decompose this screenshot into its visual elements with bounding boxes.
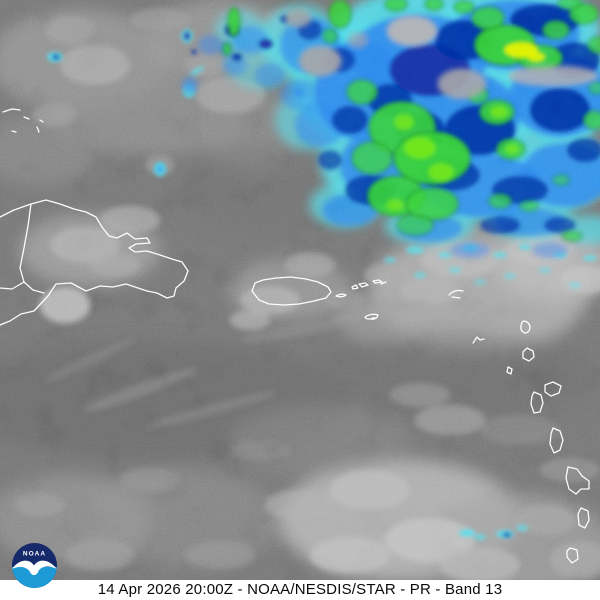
coastline-hispaniola [0,199,189,326]
coastline-overlay [0,108,590,564]
coastline-haiti-dr-border [0,203,45,294]
noaa-logo-bird-icon [12,560,57,576]
coastline-st-vincent [566,547,579,564]
coastline-st-lucia [577,507,590,529]
satellite-imagery-canvas [0,0,600,580]
film-grain-texture [0,0,600,580]
coastline-guadeloupe [530,381,562,414]
coastline-st-kitts [472,336,485,344]
coastline-montserrat [506,366,513,375]
noaa-logo: NOAA [12,543,57,588]
coastline-st-thomas [358,282,369,288]
caption-bar: 14 Apr 2026 20:00Z - NOAA/NESDIS/STAR - … [0,580,600,600]
caption-text: 14 Apr 2026 20:00Z - NOAA/NESDIS/STAR - … [97,581,503,598]
coastline-puerto-rico [251,276,332,306]
coastline-dominica [549,427,564,454]
coastline-vieques [335,293,347,298]
coastline-barbuda [520,320,531,334]
coastline-turks-and-caicos [2,108,44,133]
coastline-martinique [565,466,590,495]
coastline-tortola [372,279,383,284]
noaa-logo-sea [12,567,57,588]
coastline-st-croix [364,313,379,320]
coastline-anguilla [380,281,387,285]
coastline-culebra [351,284,359,290]
noaa-logo-text: NOAA [23,551,46,558]
coastline-antigua [522,347,535,362]
coastline-barbuda-bank [448,289,464,299]
